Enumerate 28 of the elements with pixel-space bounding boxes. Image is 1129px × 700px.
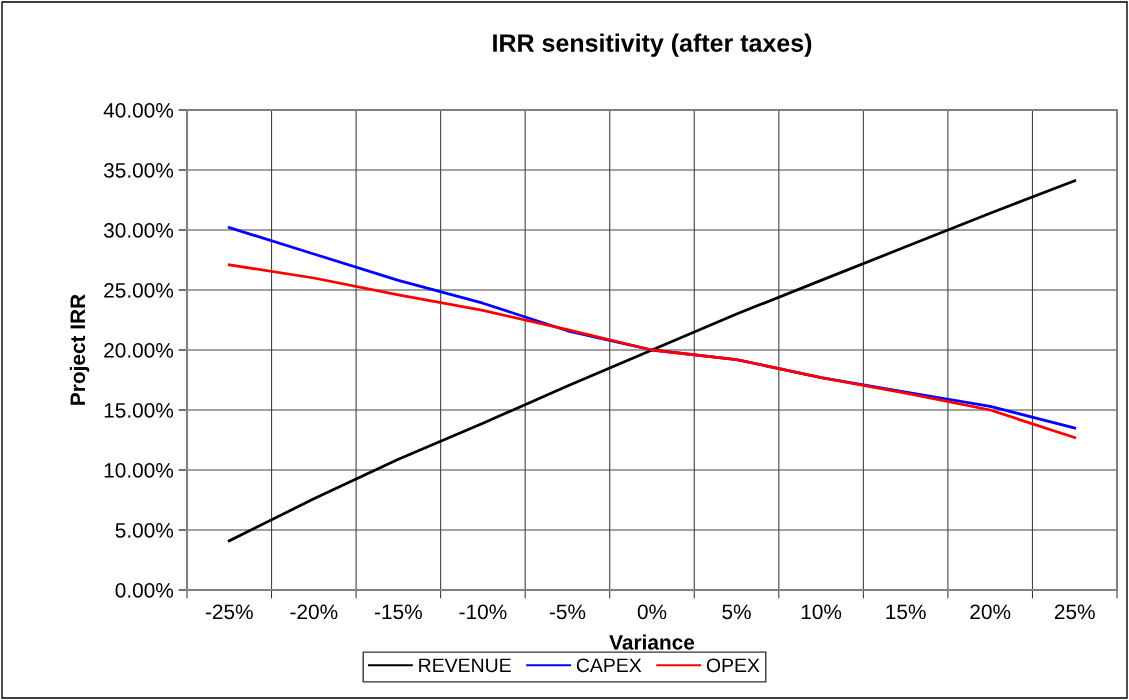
x-axis-title: Variance — [609, 634, 695, 650]
legend-label: OPEX — [706, 658, 760, 673]
x-tick-label: -10% — [459, 604, 507, 620]
x-tick-label: 0% — [637, 604, 667, 620]
y-tick-label: 40.00% — [103, 103, 174, 118]
y-tick-label: 25.00% — [104, 283, 174, 298]
y-tick-label: 20.00% — [104, 343, 174, 358]
y-tick-label: 10.00% — [104, 463, 174, 478]
x-tick-label: 5% — [722, 604, 751, 620]
x-tick-label: -25% — [205, 604, 253, 620]
x-tick-label: 20% — [970, 604, 1011, 620]
x-tick-label: 15% — [886, 604, 926, 620]
x-tick-label: -15% — [374, 604, 422, 620]
line-series — [227, 179, 1077, 543]
y-tick-label: 30.00% — [103, 223, 174, 238]
x-tick-label: -20% — [290, 604, 338, 620]
y-tick-label: 35.00% — [103, 163, 174, 178]
x-tick-label: -5% — [549, 604, 586, 620]
legend-label: REVENUE — [419, 658, 511, 673]
x-tick-label: 10% — [801, 604, 842, 620]
y-tick-label: 0.00% — [115, 583, 174, 598]
y-axis-title: Project IRR — [69, 294, 90, 405]
y-tick-label: 5.00% — [115, 523, 174, 538]
x-tick-label: 25% — [1054, 604, 1095, 620]
line-series — [227, 263, 1077, 439]
legend-label: CAPEX — [576, 658, 642, 673]
y-tick-label: 15.00% — [104, 403, 174, 418]
chart-title: IRR sensitivity (after taxes) — [493, 33, 812, 57]
